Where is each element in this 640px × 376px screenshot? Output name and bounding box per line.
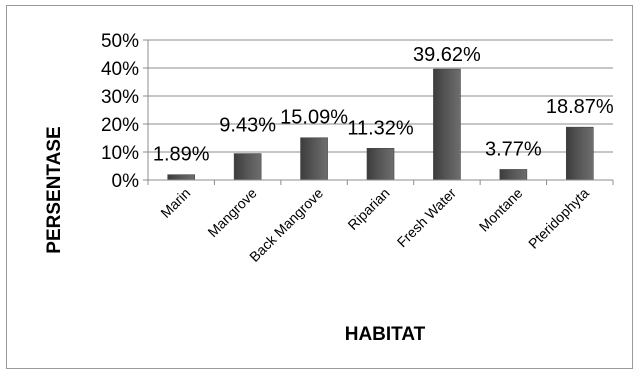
data-label: 9.43% (219, 115, 276, 137)
bar-back-mangrove (300, 137, 328, 181)
category-label: Riparian (344, 185, 392, 233)
y-axis-title: PERSENTASE (44, 126, 65, 253)
y-tick-label: 40% (101, 59, 139, 80)
y-tick-label: 10% (101, 143, 139, 164)
bar-montane (499, 169, 528, 181)
data-label: 1.89% (153, 144, 210, 166)
y-tick-label: 20% (101, 115, 139, 136)
data-label: 11.32% (347, 117, 414, 139)
chart-frame (6, 5, 633, 369)
data-label: 3.77% (485, 138, 542, 160)
data-label: 18.87% (546, 96, 614, 118)
bar-mangrove (233, 153, 262, 181)
category-label: Pteridophyta (525, 185, 592, 252)
bar-marin (167, 174, 196, 181)
bars (167, 68, 594, 181)
category-label: Mangrove (204, 185, 259, 240)
data-label: 15.09% (280, 107, 348, 129)
y-tick-label: 30% (101, 87, 139, 108)
category-label: Marin (157, 185, 193, 221)
gridlines (148, 39, 613, 153)
y-tick-labels: 0% 10% 20% 30% 40% 50% (101, 31, 139, 192)
category-label: Montane (476, 185, 526, 235)
data-label: 39.62% (413, 44, 481, 66)
y-tick-label: 0% (112, 171, 140, 192)
data-labels: 1.89% 9.43% 15.09% 11.32% 39.62% 3.77%18.87% (153, 44, 614, 166)
y-tick-label: 50% (101, 31, 139, 52)
bar-riparian (366, 148, 395, 181)
bar-pteridophyta (565, 126, 594, 181)
bar-fresh-water (433, 68, 461, 181)
x-axis-title: HABITAT (345, 324, 426, 345)
axes (143, 39, 614, 185)
category-label: Fresh Water (394, 185, 460, 251)
